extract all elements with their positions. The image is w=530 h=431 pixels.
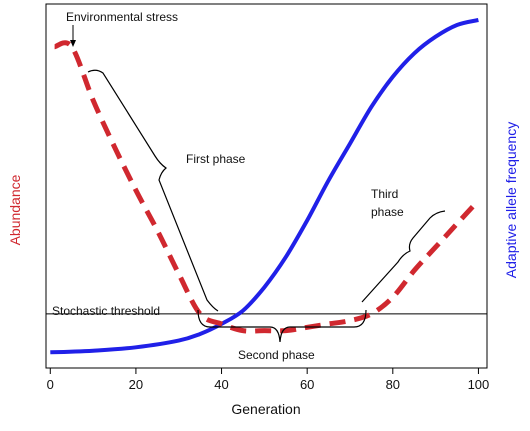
- x-tick-label: 100: [468, 377, 490, 392]
- x-tick-label: 60: [300, 377, 314, 392]
- second-phase-brace: [197, 309, 367, 343]
- series-line-abundance: [53, 40, 481, 334]
- x-tick-label: 20: [129, 377, 143, 392]
- series-line-adaptive-allele-frequency: [50, 18, 479, 355]
- third-phase-brace: [361, 210, 446, 303]
- y-axis-label-right: Adaptive allele frequency: [503, 122, 519, 278]
- annotation-second-phase: Second phase: [238, 348, 315, 362]
- annotation-first-phase: First phase: [186, 152, 246, 166]
- x-tick-label: 40: [214, 377, 228, 392]
- x-axis-ticks: 0 20 40 60 80 100: [47, 368, 490, 392]
- arrow-down-icon: [70, 40, 76, 47]
- x-tick-label: 80: [386, 377, 400, 392]
- x-tick-label: 0: [47, 377, 54, 392]
- x-axis-label: Generation: [231, 401, 300, 417]
- plot-frame: [45, 3, 488, 369]
- annotation-environmental-stress: Environmental stress: [66, 10, 178, 24]
- annotation-third: Third: [371, 187, 398, 201]
- first-phase-brace: [87, 69, 219, 312]
- stochastic-threshold-label: Stochastic threshold: [52, 304, 160, 318]
- annotation-phase: phase: [371, 205, 404, 219]
- y-axis-label-left: Abundance: [7, 174, 23, 245]
